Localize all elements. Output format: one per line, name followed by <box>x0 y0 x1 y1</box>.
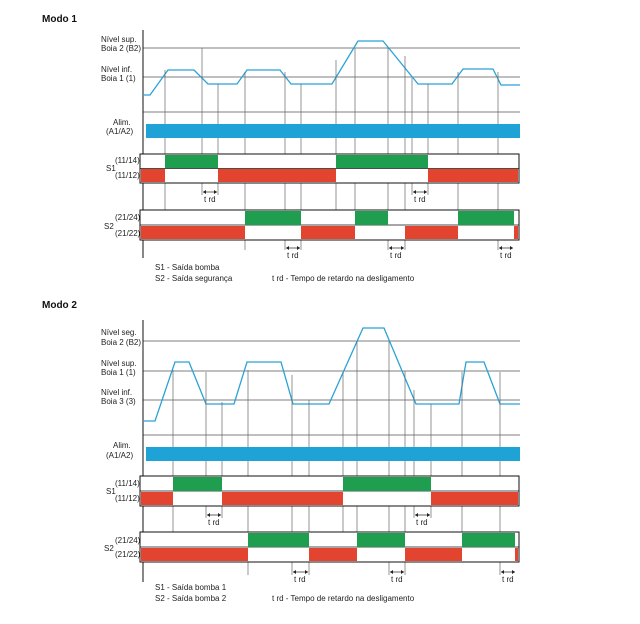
modo2-power-bar <box>146 447 520 461</box>
modo1-s2-on-segment <box>245 211 301 225</box>
modo1-s2-off-segment <box>405 226 458 239</box>
modo2-s2-delay-2: t rd <box>390 570 404 584</box>
modo1-alim-label: Alim. <box>113 118 131 127</box>
modo1-alim-terminals: (A1/A2) <box>106 127 133 136</box>
modo2-s2-delay-1: t rd <box>293 570 308 584</box>
modo1-s2-delay-label: t rd <box>287 251 299 260</box>
modo2-s1-delay-2: t rd <box>415 513 430 527</box>
modo2-s1-on-segment <box>173 477 222 491</box>
modo1-section: Modo 1 Nível sup. Boia 2 (B2) Nível inf.… <box>42 14 520 283</box>
modo2-s1-on-segment <box>343 477 431 491</box>
modo2-legend-trd: t rd - Tempo de retardo na desligamento <box>272 594 415 603</box>
modo2-title: Modo 2 <box>42 300 77 311</box>
modo1-s1-on-segment <box>336 155 428 168</box>
modo1-s1-no-terminal: (11/14) <box>115 156 140 165</box>
modo2-s2-delay-label: t rd <box>391 575 403 584</box>
modo2-alim-terminals: (A1/A2) <box>106 451 133 460</box>
modo2-level-sup-float: Boia 1 (1) <box>101 368 136 377</box>
modo1-s2-name: S2 <box>104 222 114 231</box>
modo1-s1-nc-terminal: (11/12) <box>115 171 140 180</box>
modo1-level-sup-float: Boia 2 (B2) <box>101 44 141 53</box>
modo2-s1-off-segment <box>222 492 343 505</box>
modo2-s1-delay-1: t rd <box>207 513 221 527</box>
modo2-s2-on-segment <box>357 533 405 547</box>
modo2-level-inf-float: Boia 3 (3) <box>101 397 136 406</box>
modo1-s2-delay-3: t rd <box>499 246 513 260</box>
modo2-s2-off-segment <box>515 548 518 561</box>
modo1-level-inf-float: Boia 1 (1) <box>101 74 136 83</box>
modo2-level-waveform <box>143 327 520 422</box>
modo1-title: Modo 1 <box>42 14 77 25</box>
modo1-s1-off-segment <box>428 169 518 182</box>
modo1-level-waveform <box>143 40 520 96</box>
modo2-s2-on-segment <box>248 533 309 547</box>
modo1-s1-delay-label: t rd <box>414 195 426 204</box>
modo2-s2-no-terminal: (21/24) <box>115 536 141 545</box>
modo1-s2-delay-1: t rd <box>286 246 300 260</box>
modo2-s1-no-terminal: (11/14) <box>115 479 140 488</box>
modo1-s2-off-segment <box>514 226 518 239</box>
modo1-s1-on-segment <box>165 155 218 168</box>
modo1-s1-off-segment <box>141 169 165 182</box>
modo2-legend-s1: S1 - Saída bomba 1 <box>155 583 227 592</box>
modo2-level-seg-label: Nível seg. <box>101 328 137 337</box>
modo1-legend-trd: t rd - Tempo de retardo na desligamento <box>272 274 415 283</box>
modo1-legend-s2: S2 - Saída segurança <box>155 274 233 283</box>
modo2-s2-on-segment <box>462 533 515 547</box>
modo2-s2-delay-3: t rd <box>501 570 515 584</box>
modo2-s2-off-segment <box>141 548 248 561</box>
modo2-level-sup-label: Nível sup. <box>101 359 137 368</box>
modo1-s2-on-segment <box>355 211 388 225</box>
modo2-legend-s2: S2 - Saída bomba 2 <box>155 594 227 603</box>
modo1-level-sup-label: Nível sup. <box>101 35 137 44</box>
modo1-s2-nc-terminal: (21/22) <box>115 229 141 238</box>
modo1-s2-off-segment <box>141 226 245 239</box>
modo2-s1-delay-label: t rd <box>208 518 220 527</box>
modo1-s1-off-segment <box>218 169 336 182</box>
modo1-power-bar <box>146 124 520 138</box>
modo2-s1-name: S1 <box>106 487 116 496</box>
modo1-s2-delay-2: t rd <box>389 246 404 260</box>
modo1-s2-no-terminal: (21/24) <box>115 213 141 222</box>
modo2-s1-nc-terminal: (11/12) <box>115 494 140 503</box>
modo2-level-inf-label: Nível inf. <box>101 388 132 397</box>
modo2-s2-nc-terminal: (21/22) <box>115 550 141 559</box>
modo1-s1-name: S1 <box>106 164 116 173</box>
modo1-level-inf-label: Nível inf. <box>101 65 132 74</box>
modo2-s1-off-segment <box>141 492 173 505</box>
modo1-s2-delay-label: t rd <box>500 251 512 260</box>
modo2-section: Modo 2 Nível seg. Boia 2 (B2) Nível sup.… <box>42 300 520 603</box>
modo1-s2-delay-label: t rd <box>390 251 402 260</box>
modo2-s1-delay-label: t rd <box>416 518 428 527</box>
modo1-legend-s1: S1 - Saída bomba <box>155 263 220 272</box>
modo2-alim-label: Alim. <box>113 441 131 450</box>
modo2-s1-off-segment <box>431 492 518 505</box>
modo2-s2-delay-label: t rd <box>294 575 306 584</box>
modo1-s2-off-segment <box>301 226 355 239</box>
modo2-level-seg-float: Boia 2 (B2) <box>101 338 141 347</box>
modo2-s2-off-segment <box>405 548 462 561</box>
modo2-s2-name: S2 <box>104 544 114 553</box>
modo2-s2-off-segment <box>309 548 357 561</box>
modo1-s1-delay-1: t rd <box>203 190 217 204</box>
modo2-s2-delay-label: t rd <box>502 575 514 584</box>
modo1-s1-delay-label: t rd <box>204 195 216 204</box>
modo1-s2-on-segment <box>458 211 514 225</box>
modo1-s1-delay-2: t rd <box>413 190 427 204</box>
